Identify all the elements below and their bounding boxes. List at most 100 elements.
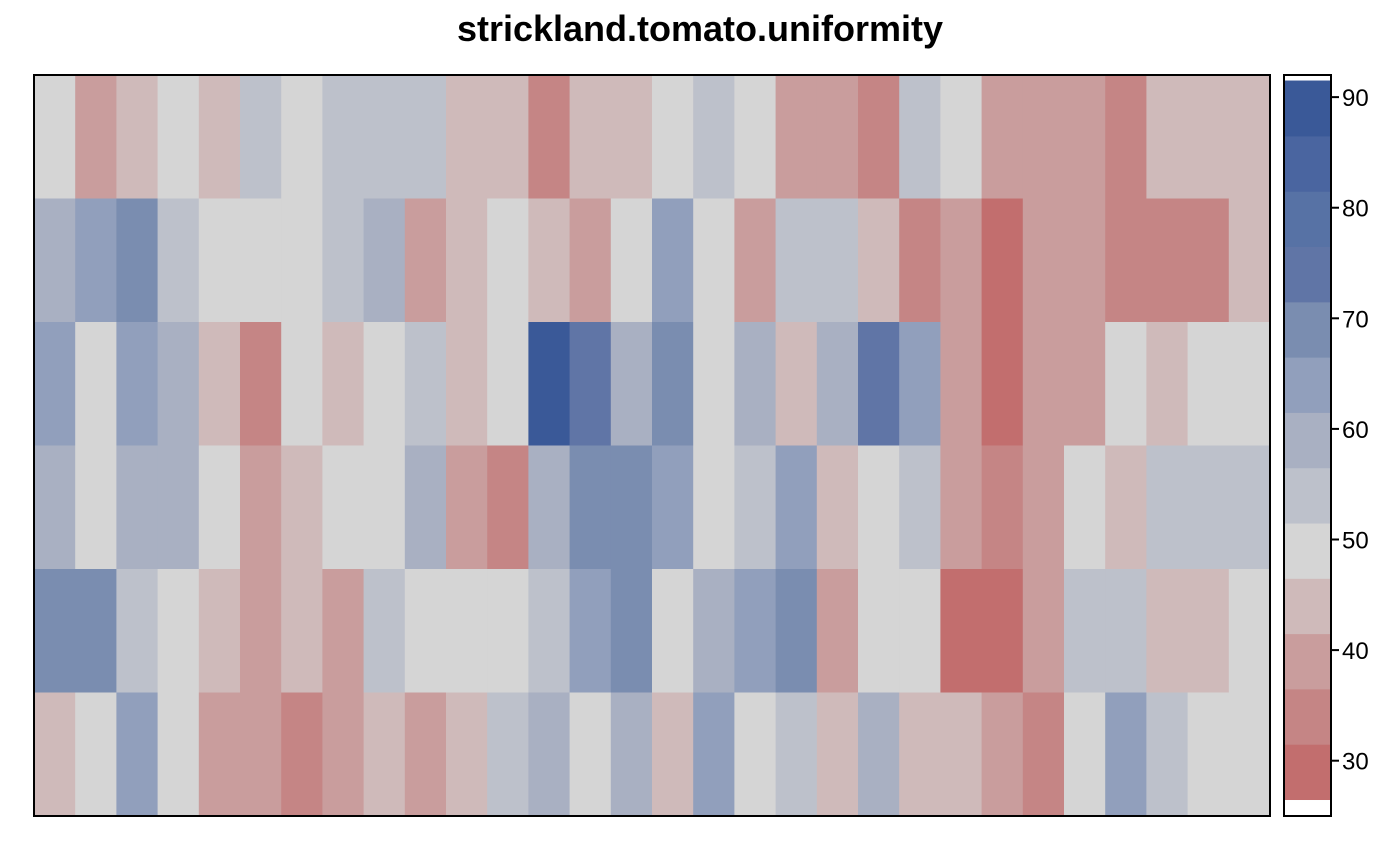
heatmap-cell-r4-c22 xyxy=(940,569,983,694)
heatmap-cell-r0-c8 xyxy=(363,75,406,200)
heatmap-cell-r5-c21 xyxy=(899,692,941,817)
heatmap-cell-r1-c15 xyxy=(652,198,694,323)
heatmap-cell-r2-c8 xyxy=(363,322,406,447)
heatmap-cell-r0-c22 xyxy=(940,75,983,200)
heatmap-cell-r1-c17 xyxy=(734,198,777,323)
heatmap-cell-r3-c22 xyxy=(940,445,983,570)
heatmap-cell-r4-c27 xyxy=(1146,569,1189,694)
heatmap-cell-r1-c8 xyxy=(363,198,406,323)
heatmap-cell-r5-c27 xyxy=(1146,692,1189,817)
heatmap-cell-r1-c2 xyxy=(116,198,159,323)
heatmap-cell-r1-c9 xyxy=(404,198,447,323)
heatmap-cell-r5-c13 xyxy=(569,692,612,817)
heatmap-cell-r0-c24 xyxy=(1022,75,1065,200)
plot-border xyxy=(33,74,1271,817)
heatmap-cell-r4-c20 xyxy=(858,569,900,694)
heatmap-cell-r4-c26 xyxy=(1105,569,1147,694)
heatmap-cell-r0-c15 xyxy=(652,75,694,200)
heatmap-cell-r0-c3 xyxy=(157,75,200,200)
heatmap-cell-r5-c19 xyxy=(816,692,859,817)
heatmap-cell-r2-c21 xyxy=(899,322,941,447)
heatmap-cell-r2-c20 xyxy=(858,322,900,447)
heatmap-cell-r4-c11 xyxy=(487,569,529,694)
legend-swatch-11 xyxy=(1284,135,1331,192)
heatmap-cell-r4-c5 xyxy=(240,569,282,694)
heatmap-cell-r0-c13 xyxy=(569,75,612,200)
heatmap-cell-r0-c9 xyxy=(404,75,447,200)
heatmap-cell-r3-c19 xyxy=(816,445,859,570)
heatmap-cell-r3-c16 xyxy=(693,445,735,570)
heatmap-cell-r3-c9 xyxy=(404,445,447,570)
heatmap-cell-r4-c2 xyxy=(116,569,159,694)
heatmap-cell-r1-c20 xyxy=(858,198,900,323)
heatmap-cell-r2-c6 xyxy=(281,322,323,447)
heatmap-cell-r2-c13 xyxy=(569,322,612,447)
heatmap-cell-r2-c1 xyxy=(75,322,117,447)
heatmap-cell-r5-c4 xyxy=(198,692,241,817)
heatmap-cell-r2-c10 xyxy=(446,322,488,447)
heatmap-cell-r5-c16 xyxy=(693,692,735,817)
heatmap-cell-r2-c25 xyxy=(1064,322,1106,447)
heatmap-cell-r5-c0 xyxy=(34,692,76,817)
heatmap-cell-r3-c4 xyxy=(198,445,241,570)
legend-swatch-3 xyxy=(1284,578,1331,635)
legend-swatch-5 xyxy=(1284,467,1331,524)
heatmap-cell-r4-c23 xyxy=(981,569,1024,694)
heatmap-cell-r1-c14 xyxy=(610,198,653,323)
legend-swatch-10 xyxy=(1284,191,1331,248)
heatmap-cell-r0-c28 xyxy=(1187,75,1230,200)
heatmap-cell-r4-c18 xyxy=(775,569,818,694)
legend-swatch-9 xyxy=(1284,246,1331,303)
heatmap-cell-r5-c24 xyxy=(1022,692,1065,817)
legend-border xyxy=(1283,74,1332,817)
color-legend: 30 40 50 60 70 80 90 xyxy=(1283,74,1369,817)
heatmap-cell-r5-c6 xyxy=(281,692,323,817)
heatmap-cell-r3-c7 xyxy=(322,445,365,570)
heatmap-cell-r2-c12 xyxy=(528,322,571,447)
heatmap-cell-r0-c20 xyxy=(858,75,900,200)
heatmap-cell-r3-c8 xyxy=(363,445,406,570)
heatmap-cell-r0-c26 xyxy=(1105,75,1147,200)
heatmap-cell-r0-c23 xyxy=(981,75,1024,200)
heatmap-cell-r4-c17 xyxy=(734,569,777,694)
heatmap-cell-r5-c10 xyxy=(446,692,488,817)
heatmap-cell-r0-c6 xyxy=(281,75,323,200)
heatmap-cell-r5-c15 xyxy=(652,692,694,817)
legend-swatch-12 xyxy=(1284,80,1331,137)
heatmap-cell-r3-c27 xyxy=(1146,445,1189,570)
heatmap-cell-r2-c19 xyxy=(816,322,859,447)
heatmap-cell-r0-c2 xyxy=(116,75,159,200)
heatmap-cell-r5-c9 xyxy=(404,692,447,817)
heatmap-cell-r1-c12 xyxy=(528,198,571,323)
heatmap-cell-r0-c10 xyxy=(446,75,488,200)
legend-tick-label-30: 30 xyxy=(1342,749,1369,776)
heatmap-cell-r2-c16 xyxy=(693,322,735,447)
legend-swatch-2 xyxy=(1284,633,1331,690)
heatmap-cell-r1-c0 xyxy=(34,198,76,323)
heatmap-cell-r2-c22 xyxy=(940,322,983,447)
heatmap-cell-r5-c12 xyxy=(528,692,571,817)
heatmap-cell-r5-c2 xyxy=(116,692,159,817)
heatmap-cell-r5-c7 xyxy=(322,692,365,817)
heatmap-cell-r3-c11 xyxy=(487,445,529,570)
chart-title: strickland.tomato.uniformity xyxy=(456,8,944,49)
legend-tick-label-60: 60 xyxy=(1342,417,1369,444)
heatmap-cell-r5-c28 xyxy=(1187,692,1230,817)
heatmap-cell-r3-c1 xyxy=(75,445,117,570)
heatmap-cell-r0-c29 xyxy=(1228,75,1271,200)
heatmap-cell-r0-c25 xyxy=(1064,75,1106,200)
heatmap-cell-r3-c10 xyxy=(446,445,488,570)
heatmap-cell-r4-c29 xyxy=(1228,569,1271,694)
heatmap-cell-r1-c25 xyxy=(1064,198,1106,323)
heatmap-cell-r1-c24 xyxy=(1022,198,1065,323)
heatmap-cell-r2-c28 xyxy=(1187,322,1230,447)
heatmap-cell-r2-c11 xyxy=(487,322,529,447)
heatmap-cell-r4-c6 xyxy=(281,569,323,694)
heatmap-cell-r0-c17 xyxy=(734,75,777,200)
heatmap-cell-r3-c21 xyxy=(899,445,941,570)
heatmap-cell-r2-c9 xyxy=(404,322,447,447)
heatmap-cell-r0-c27 xyxy=(1146,75,1189,200)
heatmap-cell-r0-c7 xyxy=(322,75,365,200)
heatmap-cell-r3-c29 xyxy=(1228,445,1271,570)
